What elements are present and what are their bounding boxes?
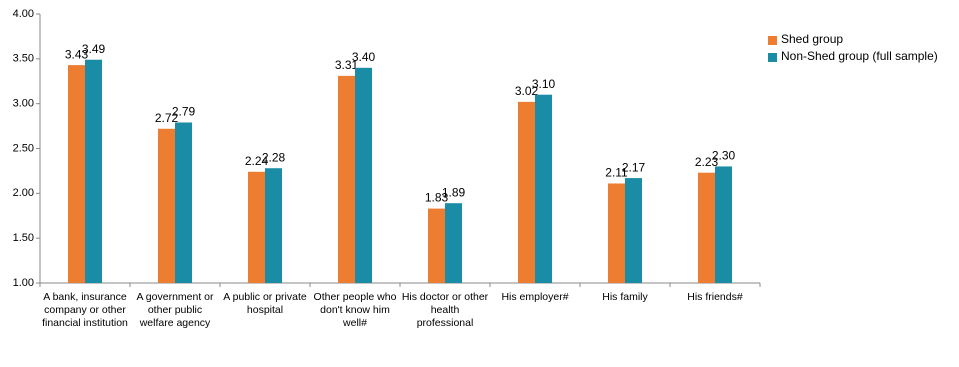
data-label: 2.23 xyxy=(695,155,719,169)
y-tick-label: 3.50 xyxy=(13,53,34,65)
bar xyxy=(715,166,732,283)
bar xyxy=(175,122,192,283)
x-tick-label: His friends# xyxy=(687,291,743,303)
bar xyxy=(535,94,552,283)
legend-swatch xyxy=(768,53,777,62)
x-tick-label: His family xyxy=(602,291,648,303)
x-tick-label: A bank, insurance company or other finan… xyxy=(42,291,128,329)
bar xyxy=(338,75,355,284)
y-tick-label: 1.50 xyxy=(13,232,34,244)
y-tick-label: 1.00 xyxy=(13,277,34,289)
data-label: 2.24 xyxy=(245,154,269,168)
bar xyxy=(445,203,462,283)
y-tick-label: 2.50 xyxy=(13,142,34,154)
data-label: 2.30 xyxy=(712,149,736,163)
x-tick-label: A government or other public welfare age… xyxy=(136,291,214,329)
data-label: 3.49 xyxy=(82,42,106,56)
y-tick-label: 2.00 xyxy=(13,187,34,199)
data-label: 3.02 xyxy=(515,84,539,98)
x-tick-label: His doctor or other health professional xyxy=(401,291,489,329)
x-tick-label: Other people who don't know him well# xyxy=(313,291,397,329)
bar xyxy=(265,168,282,283)
bar xyxy=(428,208,445,283)
bar xyxy=(85,59,102,284)
data-label: 3.43 xyxy=(65,47,89,61)
bar xyxy=(518,101,535,283)
data-label: 2.17 xyxy=(622,160,646,174)
data-label: 3.10 xyxy=(532,77,556,91)
x-tick-label: His employer# xyxy=(501,291,569,303)
bar xyxy=(625,178,642,283)
data-label: 3.31 xyxy=(335,58,359,72)
bar xyxy=(698,172,715,283)
legend-label: Non-Shed group (full sample) xyxy=(781,49,938,63)
data-label: 1.89 xyxy=(442,185,466,199)
bar xyxy=(248,171,265,283)
bar xyxy=(68,65,85,283)
data-label: 1.83 xyxy=(425,191,449,205)
legend-swatch xyxy=(768,36,777,45)
data-label: 2.72 xyxy=(155,111,179,125)
legend-label: Shed group xyxy=(781,32,843,46)
y-tick-label: 3.00 xyxy=(13,98,34,110)
y-tick-label: 4.00 xyxy=(13,8,34,20)
data-label: 2.79 xyxy=(172,105,196,119)
bar xyxy=(355,67,372,283)
data-label: 2.28 xyxy=(262,150,286,164)
x-tick-label: A public or private hospital xyxy=(223,291,307,316)
data-label: 2.11 xyxy=(605,166,628,180)
data-label: 3.40 xyxy=(352,50,376,64)
bar xyxy=(608,183,625,283)
bar xyxy=(158,128,175,283)
